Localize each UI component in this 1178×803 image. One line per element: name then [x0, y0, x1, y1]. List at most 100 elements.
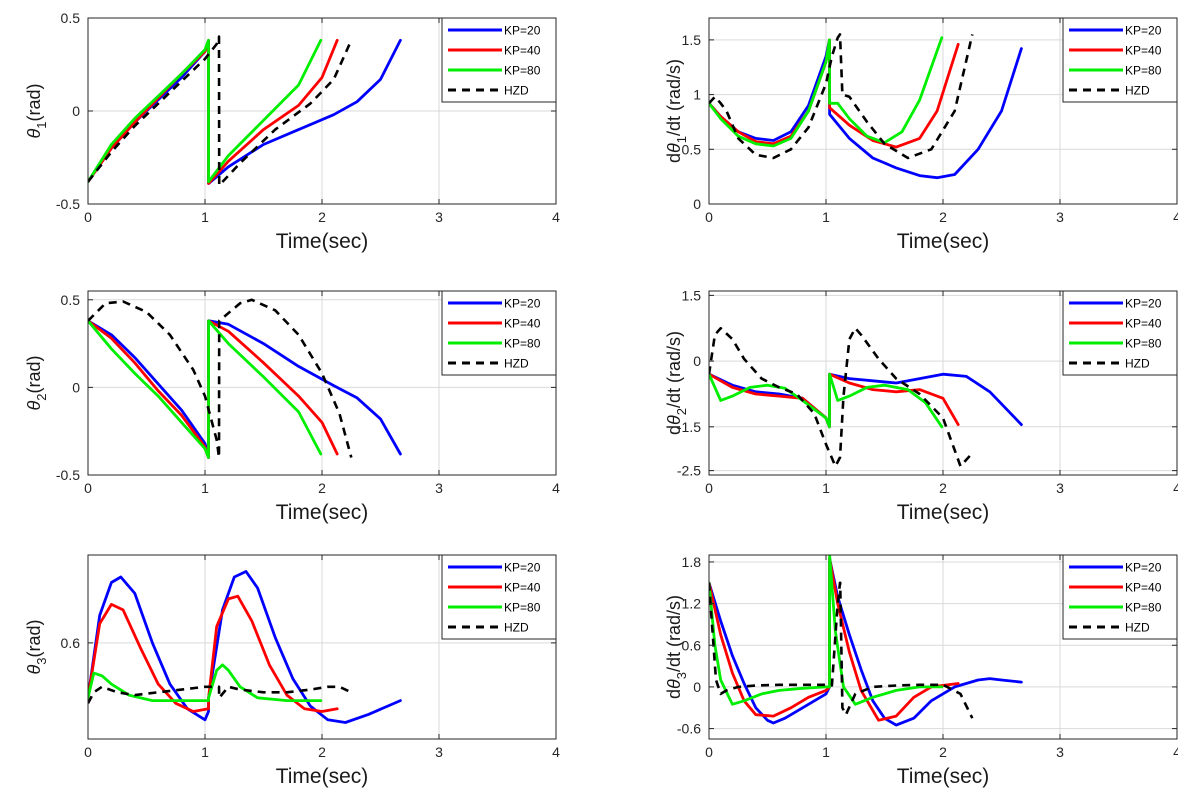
y-axis-label: θ2(rad)	[24, 355, 49, 410]
series-line-kp-80	[88, 38, 323, 184]
x-tick-label: 1	[201, 480, 209, 496]
y-tick-label: -0.6	[677, 721, 701, 737]
legend-label: KP=20	[504, 297, 541, 311]
legend-label: KP=20	[1125, 297, 1162, 311]
x-tick-label: 3	[1056, 209, 1064, 225]
y-axis-label: dθ2/dt (rad/s)	[664, 331, 689, 435]
series-line-hzd	[88, 685, 352, 704]
series-group	[709, 555, 1023, 727]
x-tick-label: 3	[435, 209, 443, 225]
y-axis-label-d: d	[664, 153, 684, 163]
x-axis-label: Time(sec)	[276, 765, 369, 788]
y-axis-label-subscript: 1	[34, 122, 49, 129]
series-line-kp-20	[709, 38, 1023, 180]
y-tick-label: 0	[72, 379, 80, 395]
plot-panel-3: 0 1 2 3 4-0.500.5Time(sec)θ2(rad)KP=20KP=40K…	[24, 290, 560, 524]
x-tick-label: 3	[1056, 480, 1064, 496]
x-axis-label: Time(sec)	[897, 765, 990, 788]
y-axis-label-theta: θ	[664, 415, 684, 425]
x-tick-label: 2	[318, 209, 326, 225]
y-tick-label: 0.6	[61, 635, 81, 651]
y-axis-label-subscript: 3	[34, 658, 49, 665]
series-line-kp-80	[709, 372, 944, 429]
x-tick-label: 1	[822, 209, 830, 225]
legend-box	[1062, 17, 1178, 103]
x-tick-label: 1	[201, 744, 209, 760]
legend-label: KP=80	[1125, 337, 1162, 351]
x-axis-label: Time(sec)	[897, 230, 990, 253]
y-axis-label-unit: (rad)	[24, 83, 44, 121]
y-axis-label-subscript: 1	[674, 136, 689, 143]
y-tick-label: -2.5	[677, 463, 701, 479]
legend-label: KP=40	[504, 581, 541, 595]
x-tick-label: 4	[552, 480, 560, 496]
x-tick-label: 4	[552, 209, 560, 225]
y-axis-label-unit: /dt (rad/s)	[664, 595, 684, 672]
legend-label: KP=40	[1125, 581, 1162, 595]
legend-box	[441, 290, 557, 376]
y-axis-label-unit: (rad)	[24, 619, 44, 657]
y-axis-label-symbol: θ	[24, 129, 44, 139]
y-axis-label-d: d	[664, 689, 684, 699]
y-tick-label: 1.2	[682, 596, 702, 612]
y-tick-label: 0.5	[61, 292, 81, 308]
x-tick-label: 2	[939, 480, 947, 496]
x-axis-label: Time(sec)	[897, 501, 990, 524]
y-axis-label-theta: θ	[664, 143, 684, 153]
y-axis-label-subscript: 2	[674, 408, 689, 415]
x-tick-label: 4	[1173, 744, 1178, 760]
y-axis-label: dθ1/dt (rad/s)	[664, 59, 689, 163]
legend: KP=20 KP=40 KP=80 HZD	[441, 17, 557, 103]
y-axis-label: θ1(rad)	[24, 83, 49, 138]
series-group	[88, 570, 402, 724]
legend-label: KP=20	[504, 24, 541, 38]
y-axis-label-unit: /dt (rad/s)	[664, 59, 684, 136]
x-tick-label: 3	[1056, 744, 1064, 760]
legend: KP=20 KP=40 KP=80 HZD	[1062, 554, 1178, 640]
x-tick-label: 4	[1173, 480, 1178, 496]
legend-label: KP=80	[504, 601, 541, 615]
legend-label: KP=80	[504, 337, 541, 351]
legend-label: KP=80	[504, 64, 541, 78]
x-axis-label: Time(sec)	[276, 501, 369, 524]
y-tick-label: -0.5	[56, 196, 80, 212]
y-tick-label: 0	[693, 679, 701, 695]
series-group	[709, 326, 1023, 468]
y-axis-label: θ3(rad)	[24, 619, 49, 674]
x-tick-label: 4	[1173, 209, 1178, 225]
y-axis-label-d: d	[664, 425, 684, 435]
series-line-hzd	[88, 35, 353, 187]
legend-label: KP=20	[1125, 561, 1162, 575]
x-tick-label: 2	[318, 480, 326, 496]
plot-panel-5: 0 1 2 3 40.6Time(sec)θ3(rad)KP=20KP=40KP=80H…	[24, 554, 560, 788]
y-tick-label: -0.5	[56, 467, 80, 483]
x-tick-label: 3	[435, 480, 443, 496]
series-line-kp-80	[88, 663, 323, 702]
x-tick-label: 2	[318, 744, 326, 760]
legend-label: HZD	[504, 84, 529, 98]
x-tick-label: 2	[939, 744, 947, 760]
legend-label: HZD	[504, 357, 529, 371]
y-tick-label: 1	[693, 87, 701, 103]
x-tick-label: 0	[84, 480, 92, 496]
legend-label: HZD	[1125, 84, 1150, 98]
y-tick-label: 0.5	[682, 141, 702, 157]
series-line-hzd	[709, 581, 974, 719]
legend-label: KP=40	[1125, 317, 1162, 331]
x-tick-label: 1	[822, 480, 830, 496]
legend-label: HZD	[504, 621, 529, 635]
series-group	[709, 33, 1023, 180]
y-axis-label-unit: (rad)	[24, 355, 44, 393]
series-line-kp-20	[709, 372, 1023, 429]
x-tick-label: 1	[822, 744, 830, 760]
legend-label: KP=40	[1125, 44, 1162, 58]
legend: KP=20 KP=40 KP=80 HZD	[1062, 290, 1178, 376]
y-tick-label: 0	[693, 196, 701, 212]
series-line-hzd	[709, 326, 974, 468]
series-line-kp-80	[88, 319, 323, 459]
series-group	[88, 298, 402, 459]
legend-label: HZD	[1125, 357, 1150, 371]
